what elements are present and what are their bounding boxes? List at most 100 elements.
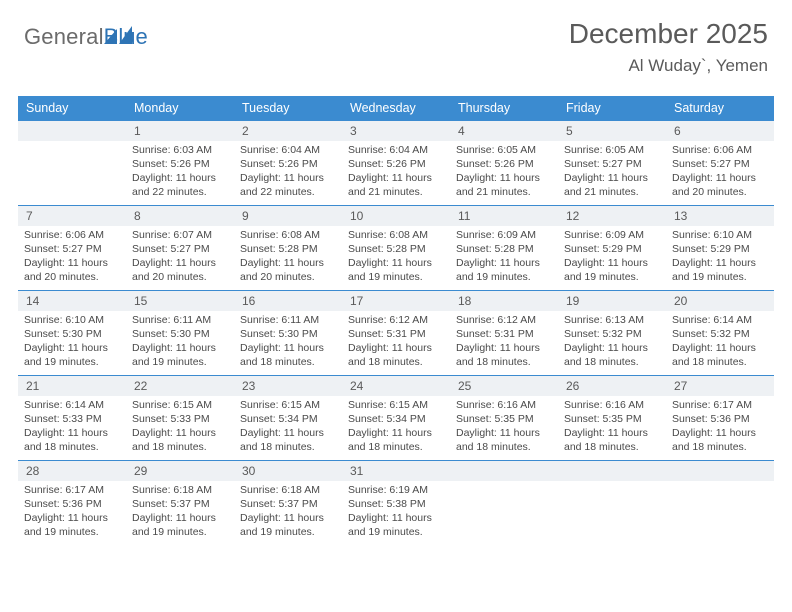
day-content: Sunrise: 6:08 AMSunset: 5:28 PMDaylight:… <box>342 226 450 284</box>
day-number: 31 <box>342 461 450 481</box>
sunrise-line: Sunrise: 6:10 AM <box>24 314 104 326</box>
sunset-line: Sunset: 5:36 PM <box>672 413 750 425</box>
sunset-line: Sunset: 5:35 PM <box>456 413 534 425</box>
daylight-line: Daylight: 11 hours and 18 minutes. <box>348 427 432 453</box>
calendar-cell: 21Sunrise: 6:14 AMSunset: 5:33 PMDayligh… <box>18 376 126 461</box>
sunset-line: Sunset: 5:28 PM <box>240 243 318 255</box>
page-subtitle: Al Wuday`, Yemen <box>628 56 768 76</box>
calendar-cell: 28Sunrise: 6:17 AMSunset: 5:36 PMDayligh… <box>18 461 126 546</box>
daylight-line: Daylight: 11 hours and 19 minutes. <box>132 512 216 538</box>
daylight-line: Daylight: 11 hours and 22 minutes. <box>132 172 216 198</box>
day-content: Sunrise: 6:16 AMSunset: 5:35 PMDaylight:… <box>450 396 558 454</box>
sunrise-line: Sunrise: 6:17 AM <box>24 484 104 496</box>
day-number: 2 <box>234 121 342 141</box>
day-number: 4 <box>450 121 558 141</box>
calendar-cell: 22Sunrise: 6:15 AMSunset: 5:33 PMDayligh… <box>126 376 234 461</box>
page-title: December 2025 <box>569 18 768 50</box>
calendar-week: 21Sunrise: 6:14 AMSunset: 5:33 PMDayligh… <box>18 376 774 461</box>
day-number: 10 <box>342 206 450 226</box>
day-content: Sunrise: 6:10 AM Sunset: 5:30 PM Daylight:… <box>18 311 126 369</box>
sunrise-line: Sunrise: 6:05 AM <box>456 144 536 156</box>
day-content: Sunrise: 6:12 AMSunset: 5:31 PMDaylight:… <box>342 311 450 369</box>
day-content: Sunrise: 6:17 AMSunset: 5:36 PMDaylight:… <box>18 481 126 539</box>
dow-row: SundayMondayTuesdayWednesdayThursdayFrid… <box>18 96 774 121</box>
sunset-line: Sunset: 5:34 PM <box>348 413 426 425</box>
calendar-cell: 13Sunrise: 6:10 AMSunset: 5:29 PMDayligh… <box>666 206 774 291</box>
calendar-cell: 7Sunrise: 6:06 AMSunset: 5:27 PMDaylight… <box>18 206 126 291</box>
dow-header: Friday <box>558 96 666 121</box>
day-number: 15 <box>126 291 234 311</box>
sunset-line: Sunset: 5:26 PM <box>240 158 318 170</box>
calendar-cell: 4Sunrise: 6:05 AMSunset: 5:26 PMDaylight… <box>450 121 558 206</box>
sunrise-line: Sunrise: 6:16 AM <box>564 399 644 411</box>
daylight-line: Daylight: 11 hours and 18 minutes. <box>456 427 540 453</box>
calendar-cell: 19Sunrise: 6:13 AMSunset: 5:32 PMDayligh… <box>558 291 666 376</box>
calendar-cell <box>558 461 666 546</box>
daylight-line: Daylight: 11 hours and 19 minutes. <box>240 512 324 538</box>
calendar-cell <box>18 121 126 206</box>
day-content: Sunrise: 6:11 AMSunset: 5:30 PMDaylight:… <box>126 311 234 369</box>
day-content <box>666 481 774 484</box>
sunset-line: Sunset: 5:27 PM <box>132 243 210 255</box>
sunset-line: Sunset: 5:30 PM <box>240 328 318 340</box>
calendar-cell: 6Sunrise: 6:06 AMSunset: 5:27 PMDaylight… <box>666 121 774 206</box>
sunrise-line: Sunrise: 6:09 AM <box>564 229 644 241</box>
day-number: 21 <box>18 376 126 396</box>
sunrise-line: Sunrise: 6:17 AM <box>672 399 752 411</box>
calendar-week: 1Sunrise: 6:03 AMSunset: 5:26 PMDaylight… <box>18 121 774 206</box>
day-content: Sunrise: 6:16 AMSunset: 5:35 PMDaylight:… <box>558 396 666 454</box>
sunset-line: Sunset: 5:34 PM <box>240 413 318 425</box>
day-content: Sunrise: 6:03 AM Sunset: 5:26 PM Daylight:… <box>126 141 234 199</box>
sunrise-line: Sunrise: 6:15 AM <box>240 399 320 411</box>
dow-header: Monday <box>126 96 234 121</box>
sunrise-line: Sunrise: 6:04 AM <box>240 144 320 156</box>
sunset-line: Sunset: 5:35 PM <box>564 413 642 425</box>
sunset-line: Sunset: 5:30 PM <box>24 328 102 340</box>
day-content: Sunrise: 6:17 AM Sunset: 5:36 PM Daylight:… <box>666 396 774 454</box>
daylight-line: Daylight: 11 hours and 21 minutes. <box>348 172 432 198</box>
daylight-line: Daylight: 11 hours and 18 minutes. <box>672 427 756 453</box>
sunset-line: Sunset: 5:26 PM <box>348 158 426 170</box>
day-number: 22 <box>126 376 234 396</box>
day-content: Sunrise: 6:19 AMSunset: 5:38 PMDaylight:… <box>342 481 450 539</box>
calendar-week: 28Sunrise: 6:17 AMSunset: 5:36 PMDayligh… <box>18 461 774 546</box>
day-content: Sunrise: 6:06 AMSunset: 5:27 PMDaylight:… <box>666 141 774 199</box>
sunset-line: Sunset: 5:26 PM <box>132 158 210 170</box>
day-number: 26 <box>558 376 666 396</box>
daylight-line: Daylight: 11 hours and 20 minutes. <box>24 257 108 283</box>
daylight-line: Daylight: 11 hours and 19 minutes. <box>564 257 648 283</box>
day-number: 8 <box>126 206 234 226</box>
day-content: Sunrise: 6:04 AMSunset: 5:26 PMDaylight:… <box>342 141 450 199</box>
calendar-cell: 8Sunrise: 6:07 AMSunset: 5:27 PMDaylight… <box>126 206 234 291</box>
calendar-cell: 10Sunrise: 6:08 AMSunset: 5:28 PMDayligh… <box>342 206 450 291</box>
day-number <box>666 461 774 481</box>
calendar-cell <box>666 461 774 546</box>
sunrise-line: Sunrise: 6:12 AM <box>348 314 428 326</box>
daylight-line: Daylight: 11 hours and 18 minutes. <box>132 427 216 453</box>
sunrise-line: Sunrise: 6:15 AM <box>348 399 428 411</box>
logo: GeneralBlue <box>24 24 148 50</box>
day-content: Sunrise: 6:05 AMSunset: 5:26 PMDaylight:… <box>450 141 558 199</box>
logo-text-general: General <box>24 24 104 49</box>
sunset-line: Sunset: 5:27 PM <box>672 158 750 170</box>
daylight-line: Daylight: 11 hours and 20 minutes. <box>672 172 756 198</box>
calendar-cell: 27 Sunrise: 6:17 AM Sunset: 5:36 PM Dayligh… <box>666 376 774 461</box>
sunrise-line: Sunrise: 6:12 AM <box>456 314 536 326</box>
day-number: 27 <box>666 376 774 396</box>
day-content: Sunrise: 6:14 AMSunset: 5:33 PMDaylight:… <box>18 396 126 454</box>
calendar-week: 14Sunrise: 6:10 AMSunset: 5:30 PMDayligh… <box>18 291 774 376</box>
sunrise-line: Sunrise: 6:03 AM <box>132 144 212 156</box>
sunrise-line: Sunrise: 6:13 AM <box>564 314 644 326</box>
calendar-cell: 9Sunrise: 6:08 AMSunset: 5:28 PMDaylight… <box>234 206 342 291</box>
daylight-line: Daylight: 11 hours and 19 minutes. <box>24 342 108 368</box>
daylight-line: Daylight: 11 hours and 20 minutes. <box>132 257 216 283</box>
sunrise-line: Sunrise: 6:11 AM <box>240 314 319 326</box>
day-number: 7 <box>18 206 126 226</box>
day-content: Sunrise: 6:15 AM Sunset: 5:34 PM Daylight:… <box>342 396 450 454</box>
calendar-cell: 31Sunrise: 6:19 AMSunset: 5:38 PMDayligh… <box>342 461 450 546</box>
sunrise-line: Sunrise: 6:08 AM <box>240 229 320 241</box>
daylight-line: Daylight: 11 hours and 18 minutes. <box>348 342 432 368</box>
daylight-line: Daylight: 11 hours and 18 minutes. <box>564 342 648 368</box>
day-number: 16 <box>234 291 342 311</box>
daylight-line: Daylight: 11 hours and 21 minutes. <box>564 172 648 198</box>
